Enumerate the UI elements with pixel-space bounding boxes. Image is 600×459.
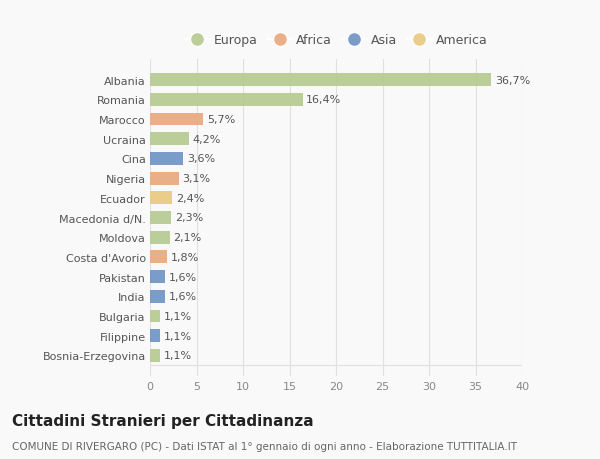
Bar (150, 310, 160, 323)
Text: 3,6%: 3,6% (187, 154, 215, 164)
Bar (150, 212, 172, 224)
Text: 1,1%: 1,1% (164, 331, 192, 341)
Text: 1,8%: 1,8% (170, 252, 199, 263)
Bar (150, 290, 165, 303)
Bar (150, 271, 165, 283)
Text: 1,1%: 1,1% (164, 311, 192, 321)
Text: 2,4%: 2,4% (176, 193, 205, 203)
Text: 1,1%: 1,1% (164, 351, 192, 361)
Text: 36,7%: 36,7% (495, 75, 530, 85)
Bar (150, 153, 184, 165)
Text: 5,7%: 5,7% (207, 115, 235, 125)
Bar (150, 330, 160, 342)
Text: 2,3%: 2,3% (175, 213, 203, 223)
Text: 1,6%: 1,6% (169, 291, 197, 302)
Bar (150, 133, 189, 146)
Legend: Europa, Africa, Asia, America: Europa, Africa, Asia, America (185, 34, 487, 47)
Text: 2,1%: 2,1% (173, 233, 202, 243)
Bar (150, 113, 203, 126)
Bar (150, 192, 172, 205)
Text: 16,4%: 16,4% (306, 95, 341, 105)
Text: COMUNE DI RIVERGARO (PC) - Dati ISTAT al 1° gennaio di ogni anno - Elaborazione : COMUNE DI RIVERGARO (PC) - Dati ISTAT al… (12, 441, 517, 451)
Bar (150, 251, 167, 264)
Bar (150, 172, 179, 185)
Text: Cittadini Stranieri per Cittadinanza: Cittadini Stranieri per Cittadinanza (12, 413, 314, 428)
Text: 1,6%: 1,6% (169, 272, 197, 282)
Bar (150, 349, 160, 362)
Bar (150, 94, 302, 106)
Text: 3,1%: 3,1% (182, 174, 211, 184)
Bar (150, 231, 170, 244)
Bar (150, 74, 491, 87)
Text: 4,2%: 4,2% (193, 134, 221, 145)
